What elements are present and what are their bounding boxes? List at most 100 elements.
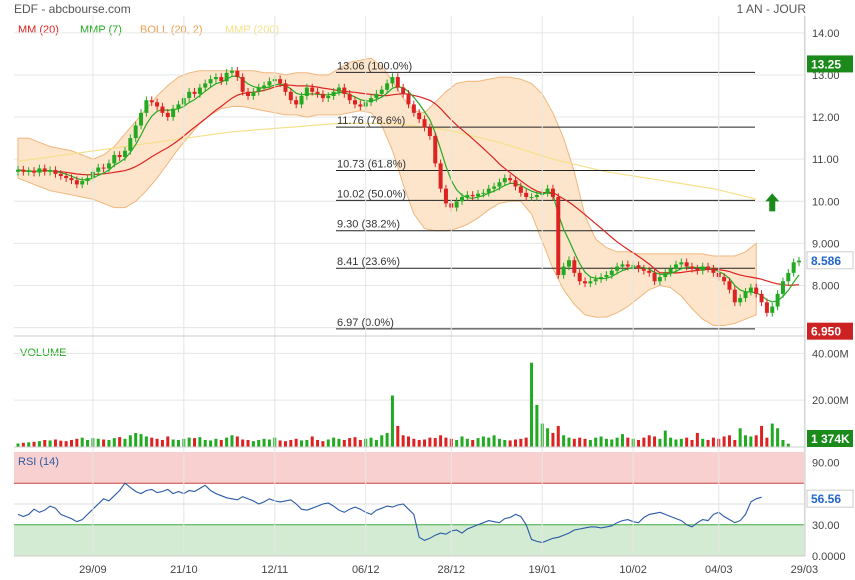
candle-body: [465, 194, 470, 198]
candle-body: [197, 87, 202, 94]
volume-bar: [310, 436, 314, 447]
candle-body: [566, 260, 571, 267]
candle-body: [358, 104, 363, 107]
volume-bar: [669, 437, 673, 447]
candle-body: [492, 186, 497, 189]
volume-bar: [738, 428, 742, 447]
candle-body: [764, 302, 769, 313]
candle-body: [369, 98, 374, 103]
period-label[interactable]: 1 AN - JOUR: [737, 2, 807, 16]
price-tick-label: 12.00: [812, 112, 840, 124]
candle-body: [395, 77, 400, 88]
volume-bar: [642, 437, 646, 447]
candle-body: [738, 298, 743, 303]
legend-item-mmp200[interactable]: MMP (200): [225, 24, 279, 36]
volume-bar: [690, 439, 694, 447]
date-tick-label: 04/03: [705, 564, 733, 576]
volume-bar: [187, 437, 191, 447]
volume-bar: [123, 438, 127, 447]
candle-body: [106, 163, 111, 169]
candle-body: [524, 192, 529, 198]
volume-bar: [27, 442, 31, 447]
volume-bar: [604, 438, 608, 447]
volume-bar: [358, 439, 362, 447]
candle-body: [85, 178, 90, 182]
volume-badge: [807, 430, 853, 447]
low-price-badge-text: 6.950: [811, 325, 841, 339]
volume-bar: [294, 438, 298, 447]
rsi-badge: [806, 489, 854, 508]
volume-bar: [160, 439, 164, 447]
price-panel: 14.0013.0012.0011.0010.009.0008.0007.000…: [14, 28, 840, 335]
candle-body: [647, 270, 652, 273]
candle-body: [427, 127, 432, 136]
candle-body: [347, 93, 352, 101]
fibonacci-label: 11.76 (78.6%): [337, 115, 405, 127]
volume-bar: [128, 435, 132, 447]
candle-body: [518, 186, 523, 193]
volume-bar: [166, 436, 170, 447]
volume-bar: [37, 441, 41, 447]
volume-bar: [225, 437, 229, 447]
candle-body: [668, 268, 673, 273]
candle-body: [246, 91, 251, 96]
candle-body: [754, 287, 759, 294]
candle-body: [657, 277, 662, 282]
candle-body: [780, 281, 785, 294]
candle-body: [299, 96, 304, 105]
date-tick-label: 29/09: [79, 564, 107, 576]
volume-bar: [637, 439, 641, 447]
legend-item-mm20[interactable]: MM (20): [18, 24, 59, 36]
volume-bar: [214, 438, 218, 447]
date-tick-label: 06/12: [352, 564, 380, 576]
volume-bar: [508, 440, 512, 447]
candle-body: [320, 93, 325, 99]
date-tick-label: 19/01: [528, 564, 556, 576]
volume-bar: [626, 437, 630, 447]
volume-tick-label: 40.00M: [812, 348, 849, 360]
candle-body: [96, 167, 101, 172]
candle-body: [304, 87, 309, 96]
fibonacci-label: 10.73 (61.8%): [337, 159, 406, 171]
volume-bar: [321, 441, 325, 447]
fibonacci-label: 8.41 (23.6%): [337, 256, 400, 268]
volume-bar: [620, 434, 624, 447]
candle-body: [160, 106, 165, 113]
candle-body: [26, 170, 31, 172]
volume-bar: [326, 439, 330, 447]
volume-bar: [513, 439, 517, 447]
candle-body: [572, 260, 577, 273]
candle-body: [727, 281, 732, 290]
candle-body: [604, 274, 609, 278]
volume-bar: [32, 441, 36, 447]
volume-bar: [781, 439, 785, 447]
legend-item-mmp7[interactable]: MMP (7): [80, 24, 122, 36]
candle-body: [759, 293, 764, 303]
candle-body: [673, 264, 678, 269]
candle-body: [609, 270, 614, 275]
candle-body: [208, 79, 213, 84]
fibonacci-label: 10.02 (50.0%): [337, 188, 406, 200]
candle-body: [663, 272, 668, 278]
volume-bar: [476, 438, 480, 447]
candle-body: [353, 100, 358, 105]
volume-bar: [118, 437, 122, 447]
volume-bar: [278, 440, 282, 447]
candle-body: [561, 266, 566, 275]
volume-bar: [733, 439, 737, 447]
candle-body: [599, 277, 604, 280]
volume-bar: [497, 438, 501, 447]
volume-bar: [546, 428, 550, 447]
legend-item-boll[interactable]: BOLL (20, 2): [140, 24, 203, 36]
volume-bar: [134, 432, 138, 447]
volume-bar: [674, 439, 678, 447]
candle-body: [706, 266, 711, 269]
candle-body: [497, 182, 502, 187]
candle-body: [58, 173, 63, 176]
volume-bar: [610, 439, 614, 447]
volume-bar: [663, 430, 667, 447]
candle-body: [379, 89, 384, 94]
candle-body: [775, 293, 780, 307]
volume-bar: [647, 435, 651, 447]
candle-body: [550, 188, 555, 198]
